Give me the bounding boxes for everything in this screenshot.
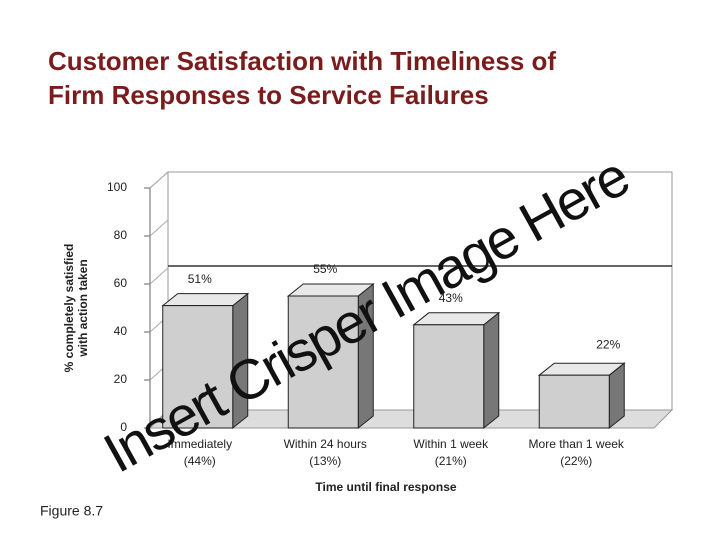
- value-label: 55%: [313, 262, 337, 276]
- bar: [162, 305, 234, 429]
- bar: [538, 374, 610, 429]
- grid-line: [149, 267, 169, 285]
- y-tick-label: 0: [120, 420, 127, 434]
- figure-caption: Figure 8.7: [40, 503, 103, 519]
- value-label: 43%: [439, 291, 463, 305]
- x-tick-label: More than 1 week: [529, 437, 625, 451]
- x-tick-label: Within 1 week: [413, 437, 489, 451]
- plot: 0 20 40 60 80 100 Immediately (44%) 51% Within 24…: [107, 171, 626, 468]
- x-tick-note: (22%): [560, 454, 592, 468]
- bar-top: [537, 362, 626, 376]
- x-tick-note: (44%): [184, 454, 216, 468]
- bar-side: [483, 311, 500, 430]
- bar: [413, 324, 485, 429]
- y-axis-label-2: with action taken: [76, 259, 90, 357]
- y-tick-label: 20: [114, 372, 128, 386]
- value-label: 51%: [188, 272, 212, 286]
- grid-line: [149, 171, 169, 189]
- x-tick-note: (21%): [435, 454, 467, 468]
- x-tick-note: (13%): [309, 454, 341, 468]
- y-axis-label-1: % completely satisfied: [62, 244, 76, 373]
- bar-top: [161, 293, 250, 307]
- title-line-1: Customer Satisfaction with Timeliness of: [48, 46, 556, 76]
- x-tick-label: Within 24 hours: [284, 437, 367, 451]
- grid-line: [149, 219, 169, 237]
- value-label: 22%: [596, 337, 620, 351]
- y-tick-label: 80: [114, 228, 128, 242]
- title-line-2: Firm Responses to Service Failures: [48, 80, 489, 110]
- y-tick-label: 40: [114, 324, 128, 338]
- x-axis-label: Time until final response: [315, 480, 456, 494]
- y-tick-label: 100: [107, 180, 127, 194]
- bar: [287, 295, 359, 429]
- x-tick-label: Immediately: [167, 437, 232, 451]
- y-tick-label: 60: [114, 276, 128, 290]
